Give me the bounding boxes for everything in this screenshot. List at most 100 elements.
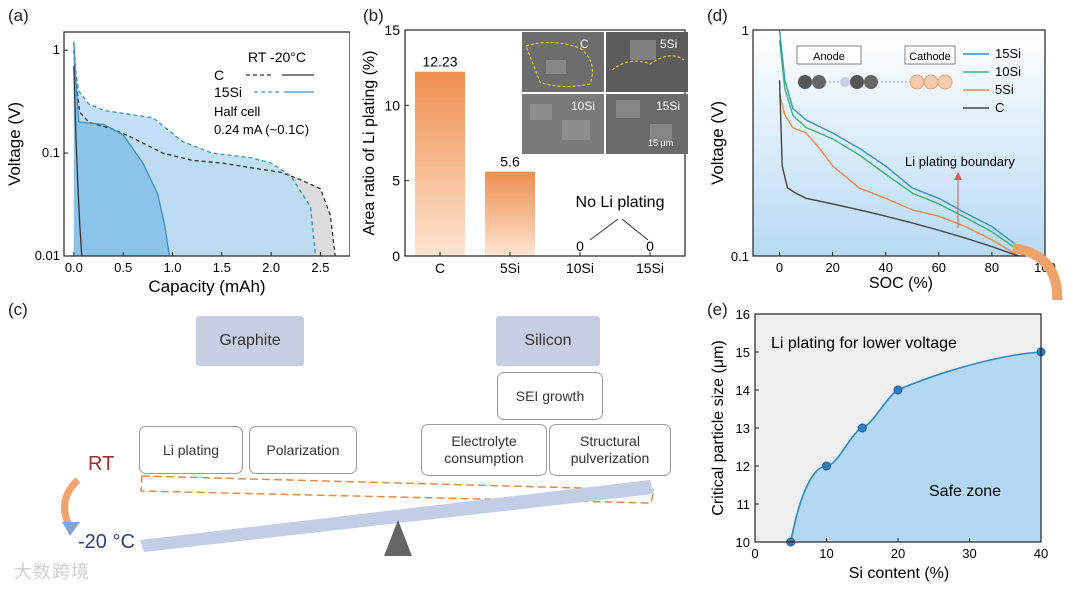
- structural-box: Structural pulverization: [549, 424, 671, 476]
- polarization-box: Polarization: [249, 426, 357, 474]
- chart-a-note-2: 0.24 mA (~0.1C): [214, 122, 309, 137]
- chart-a-line-2: [73, 41, 317, 257]
- rt-label: RT: [88, 453, 114, 475]
- chart-b-ytick-label: 15: [384, 22, 400, 38]
- chart-e-safe-fill: [790, 352, 1041, 542]
- chart-e-xtick-label: 0: [751, 546, 758, 561]
- temp-arrow: [61, 477, 81, 530]
- chart-d-ytick-label: 1: [742, 23, 749, 38]
- chart-b-ytick-label: 0: [392, 248, 400, 264]
- sem-label-10si: 10Si: [571, 99, 595, 113]
- chart-e-ytick-label: 12: [736, 459, 750, 474]
- orange-link-arrow: [1012, 243, 1063, 300]
- chart-a-legend-c: C: [214, 67, 224, 83]
- safe-zone-label: Safe zone: [929, 483, 1001, 500]
- chart-d-frame: [752, 29, 1046, 257]
- chart-a-xtick-label: 1.5: [213, 260, 231, 275]
- bar-value-label: 0: [576, 238, 584, 254]
- chart-a-note-1: Half cell: [214, 104, 260, 119]
- bar-value-label: 5.6: [500, 154, 520, 170]
- no-li-plating-text: No Li plating: [576, 194, 665, 211]
- arrow-10si: [589, 218, 619, 241]
- chart-d-xtick-label: 20: [825, 260, 839, 275]
- bar-5Si: [485, 171, 535, 256]
- chart-d-line-10Si: [778, 40, 1019, 251]
- panel-e-label: (e): [707, 300, 728, 319]
- arrow-15si: [621, 218, 649, 241]
- chart-e-ytick-label: 13: [736, 421, 750, 436]
- chart-a-xtick-label: 0.5: [114, 260, 132, 275]
- chart-e-ytick-label: 11: [737, 497, 751, 512]
- chart-d-line-5Si: [778, 94, 1019, 257]
- chart-b: 12.23 5.6 0 0 C 5Si 10Si 15Si 0 5 10 15 Area ratio…: [361, 22, 688, 276]
- panel-a-label: (a): [8, 6, 29, 25]
- chart-d-xlabel: SOC (%): [869, 275, 933, 292]
- sem-scale-bar: 15 μm: [648, 138, 673, 148]
- chart-d-background: [753, 30, 1045, 256]
- chart-e-point-3: [893, 385, 903, 395]
- chart-a-ytick-label: 1: [53, 42, 60, 57]
- anode-label: Anode: [813, 51, 845, 63]
- chart-e-ytick-label: 14: [736, 383, 750, 398]
- chart-d-legend-label: 10Si: [995, 64, 1021, 79]
- chart-d-ylabel: Voltage (V): [708, 101, 727, 185]
- li-plating-lower-voltage: Li plating for lower voltage: [771, 335, 957, 352]
- sem-label-5si: 5Si: [660, 37, 677, 51]
- chart-b-xtick-label: 5Si: [500, 260, 520, 276]
- chart-b-xtick-label: 10Si: [566, 260, 594, 276]
- chart-b-xtick-label: 15Si: [636, 260, 664, 276]
- chart-a-legend-15si: 15Si: [214, 84, 242, 100]
- chart-d-line-15Si: [778, 29, 1019, 248]
- li-plating-box: Li plating: [139, 426, 243, 474]
- minus20-label: -20 °C: [78, 531, 135, 553]
- bar-C: [415, 71, 465, 256]
- chart-e-ytick-label: 16: [736, 307, 750, 322]
- chart-a-xtick-label: 2.0: [262, 260, 280, 275]
- chart-a-line-0: [73, 50, 336, 257]
- chart-d-line-C: [778, 80, 1019, 257]
- sem-inset: C 5Si 10Si 15Si 15 μm: [522, 32, 688, 154]
- chart-b-ytick-label: 10: [384, 97, 400, 113]
- chart-d-xtick-label: 40: [878, 260, 892, 275]
- chart-e-xtick-label: 10: [819, 546, 833, 561]
- chart-e-ytick-label: 15: [736, 345, 750, 360]
- chart-e-point-1: [822, 461, 831, 471]
- chart-e-ylabel: Critical particle size (μm): [710, 340, 727, 515]
- chart-a-line-1: [73, 66, 83, 257]
- sem-label-15si: 15Si: [656, 99, 680, 113]
- bar-value-label: 0: [646, 238, 654, 254]
- cathode-label: Cathode: [909, 51, 951, 63]
- chart-a-xlabel: Capacity (mAh): [148, 277, 265, 296]
- rt-beam-outline: [140, 475, 655, 504]
- chart-a-ytick-label: 0.01: [35, 248, 60, 263]
- chart-a-xtick-label: 1.0: [163, 260, 181, 275]
- chart-a-legend-header: RT -20°C: [248, 49, 306, 65]
- chart-a-frame: [63, 31, 350, 257]
- cell-schematic: Anode Cathode: [796, 45, 956, 90]
- fulcrum: [384, 520, 412, 556]
- chart-e-point-2: [857, 423, 867, 433]
- chart-d-legend-label: 5Si: [995, 82, 1014, 97]
- chart-e-ytick-label: 10: [736, 535, 750, 550]
- panel-b-label: (b): [363, 6, 384, 25]
- chart-d-legend-label: C: [995, 100, 1004, 115]
- chart-e-xtick-label: 40: [1034, 546, 1048, 561]
- seesaw-diagram: RT -20 °C: [61, 453, 655, 556]
- chart-a-fill-15si-cold: [73, 41, 170, 256]
- silicon-box: Silicon: [496, 316, 600, 366]
- electrolyte-box: Electrolyte consumption: [421, 424, 547, 476]
- bar-value-label: 12.23: [422, 54, 457, 70]
- li-plating-boundary-label: Li plating boundary: [905, 154, 1015, 169]
- chart-a: 0.0 0.5 1.0 1.5 2.0 2.5 0.01 0.1 1 Voltage (V) C…: [5, 31, 350, 296]
- chart-d-xtick-label: 0: [776, 260, 783, 275]
- chart-e-xlabel: Si content (%): [849, 565, 949, 582]
- chart-d-xtick-label: 80: [985, 260, 999, 275]
- panel-d-label: (d): [707, 6, 728, 25]
- chart-b-ytick-label: 5: [392, 173, 400, 189]
- chart-d-ytick-label: 0.1: [731, 249, 749, 264]
- sem-label-c: C: [580, 37, 589, 51]
- sei-growth-box: SEI growth: [497, 372, 603, 420]
- chart-e-xtick-label: 30: [962, 546, 976, 561]
